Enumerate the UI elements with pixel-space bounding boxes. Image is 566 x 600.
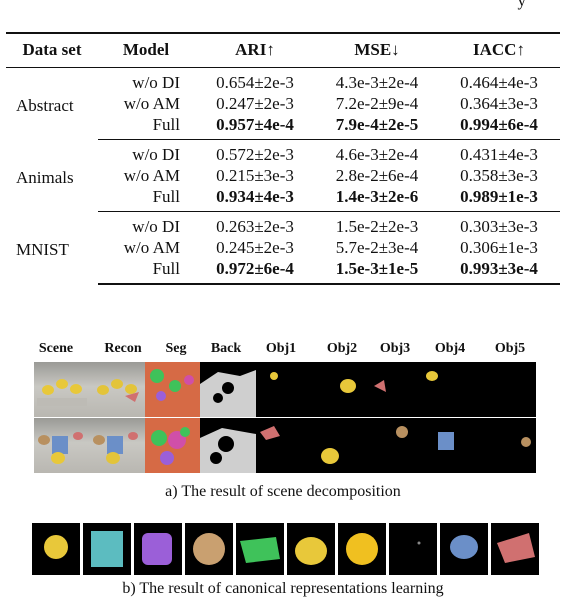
header-iacc: IACC↑	[438, 32, 560, 68]
figure-a-column-headers: Scene Recon Seg Back Obj1 Obj2 Obj3 Obj4…	[28, 341, 560, 359]
table-row: w/o AM 0.215±3e-3 2.8e-2±6e-4 0.358±3e-3	[6, 165, 560, 186]
model-cell: Full	[98, 113, 194, 140]
iacc-cell: 0.989±1e-3	[438, 185, 560, 212]
iacc-cell: 0.993±3e-4	[438, 257, 560, 285]
ari-cell: 0.957±4e-4	[194, 113, 316, 140]
ari-cell: 0.572±2e-3	[216, 144, 294, 164]
iacc-cell: 0.994±6e-4	[438, 113, 560, 140]
mse-cell: 5.7e-2±3e-4	[335, 237, 419, 257]
mse-cell: 7.9e-4±2e-5	[316, 113, 438, 140]
canonical-thumb	[338, 523, 386, 575]
col-header-scene: Scene	[38, 341, 74, 356]
table-row: Full 0.972±6e-4 1.5e-3±1e-5 0.993±3e-4	[6, 257, 560, 285]
table-row: w/o AM 0.247±2e-3 7.2e-2±9e-4 0.364±3e-3	[6, 93, 560, 114]
obj1-image-row1	[256, 362, 312, 417]
mse-cell: 2.8e-2±6e-4	[335, 165, 419, 185]
table-row: MNIST w/o DI 0.263±2e-3 1.5e-2±2e-3 0.30…	[6, 211, 560, 259]
col-header-obj5: Obj5	[494, 341, 526, 356]
ari-cell: 0.247±2e-3	[216, 93, 294, 113]
dataset-cell: Animals	[16, 167, 74, 187]
mse-cell: 1.4e-3±2e-6	[316, 185, 438, 212]
mse-cell: 4.6e-3±2e-4	[335, 144, 419, 164]
results-table: Data set Model ARI↑ MSE↓ IACC↑ Abstract …	[6, 32, 560, 285]
canonical-thumb	[287, 523, 335, 575]
ari-cell: 0.215±3e-3	[216, 165, 294, 185]
ari-cell: 0.972±6e-4	[194, 257, 316, 285]
obj5-image-row2	[480, 418, 536, 473]
model-cell: w/o AM	[123, 93, 180, 113]
table-row: Full 0.934±4e-3 1.4e-3±2e-6 0.989±1e-3	[6, 185, 560, 212]
model-cell: w/o DI	[132, 72, 180, 92]
dataset-cell: Abstract	[16, 95, 74, 115]
figure-b-strip	[32, 523, 542, 575]
obj1-image-row2	[256, 418, 312, 473]
ari-cell: 0.934±4e-3	[194, 185, 316, 212]
canonical-thumb	[32, 523, 80, 575]
canonical-thumb	[134, 523, 182, 575]
mse-cell: 1.5e-3±1e-5	[316, 257, 438, 285]
table-row: w/o AM 0.245±2e-3 5.7e-2±3e-4 0.306±1e-3	[6, 237, 560, 258]
mse-cell: 4.3e-3±2e-4	[335, 72, 419, 92]
back-image-row2	[200, 418, 256, 473]
model-cell: Full	[98, 257, 194, 285]
iacc-cell: 0.464±4e-3	[460, 72, 538, 92]
canonical-thumb	[389, 523, 437, 575]
col-header-back: Back	[210, 341, 242, 356]
col-header-obj1: Obj1	[265, 341, 297, 356]
seg-image-row2	[145, 418, 201, 473]
ari-cell: 0.245±2e-3	[216, 237, 294, 257]
obj4-image-row1	[424, 362, 480, 417]
header-model: Model	[98, 32, 194, 68]
col-header-obj3: Obj3	[379, 341, 411, 356]
header-mse: MSE↓	[316, 32, 438, 68]
dataset-cell: MNIST	[16, 239, 69, 259]
model-cell: w/o DI	[132, 216, 180, 236]
scene-image-row2	[34, 418, 90, 473]
header-ari: ARI↑	[194, 32, 316, 68]
table-row: Animals w/o DI 0.572±2e-3 4.6e-3±2e-4 0.…	[6, 139, 560, 187]
canonical-thumb	[185, 523, 233, 575]
iacc-cell: 0.358±3e-3	[460, 165, 538, 185]
obj3-image-row2	[368, 418, 424, 473]
obj2-image-row1	[312, 362, 368, 417]
recon-image-row2	[89, 418, 145, 473]
obj4-image-row2	[424, 418, 480, 473]
iacc-cell: 0.364±3e-3	[460, 93, 538, 113]
iacc-cell: 0.306±1e-3	[460, 237, 538, 257]
seg-image-row1	[145, 362, 201, 417]
iacc-cell: 0.431±4e-3	[460, 144, 538, 164]
figure-a-caption: a) The result of scene decomposition	[165, 483, 401, 500]
obj3-image-row1	[368, 362, 424, 417]
obj5-image-row1	[480, 362, 536, 417]
header-dataset: Data set	[6, 32, 98, 68]
canonical-thumb	[491, 523, 539, 575]
model-cell: w/o AM	[123, 165, 180, 185]
table-header-row: Data set Model ARI↑ MSE↓ IACC↑	[6, 32, 560, 68]
back-image-row1	[200, 362, 256, 417]
table-row: Full 0.957±4e-4 7.9e-4±2e-5 0.994±6e-4	[6, 113, 560, 140]
model-cell: Full	[98, 185, 194, 212]
figure-b-caption: b) The result of canonical representatio…	[122, 580, 444, 597]
col-header-obj2: Obj2	[326, 341, 358, 356]
recon-image-row1	[89, 362, 145, 417]
col-header-seg: Seg	[165, 341, 187, 356]
mse-cell: 7.2e-2±9e-4	[335, 93, 419, 113]
col-header-recon: Recon	[104, 341, 142, 356]
canonical-thumb	[440, 523, 488, 575]
ari-cell: 0.654±2e-3	[216, 72, 294, 92]
model-cell: w/o AM	[123, 237, 180, 257]
model-cell: w/o DI	[132, 144, 180, 164]
ari-cell: 0.263±2e-3	[216, 216, 294, 236]
scene-image-row1	[34, 362, 90, 417]
obj2-image-row2	[312, 418, 368, 473]
table-row: Abstract w/o DI 0.654±2e-3 4.3e-3±2e-4 0…	[6, 67, 560, 115]
canonical-thumb	[236, 523, 284, 575]
iacc-cell: 0.303±3e-3	[460, 216, 538, 236]
mse-cell: 1.5e-2±2e-3	[335, 216, 419, 236]
col-header-obj4: Obj4	[434, 341, 466, 356]
canonical-thumb	[83, 523, 131, 575]
top-caption-fragment: y	[517, 0, 527, 10]
